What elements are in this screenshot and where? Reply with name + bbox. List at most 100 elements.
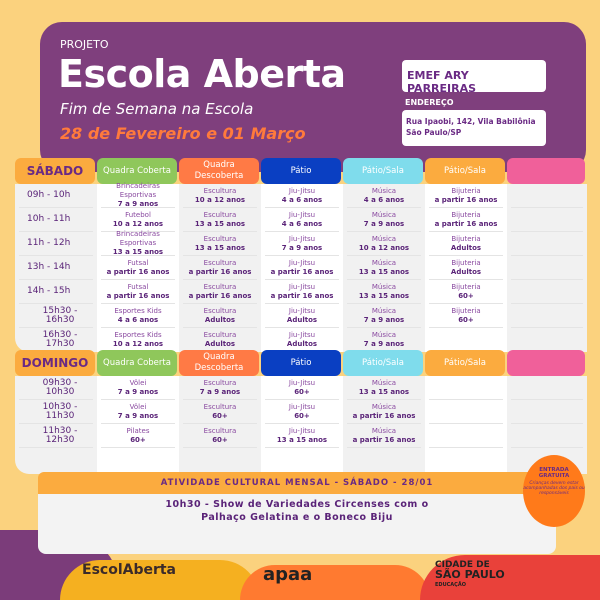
activity-name: Jiu-Jitsu	[288, 258, 316, 267]
activity-age: 7 a 9 anos	[363, 219, 405, 228]
activity-age: 10 a 12 anos	[358, 243, 410, 252]
activity-name: Jiu-Jitsu	[288, 426, 316, 435]
column-header-3: Pátio/Sala	[343, 350, 423, 376]
time-slot: 16h30 - 17h30	[19, 328, 93, 352]
activity-name: Jiu-Jitsu	[288, 210, 316, 219]
activity-age: Adultos	[204, 339, 236, 348]
activity-age: 13 a 15 anos	[276, 435, 328, 444]
activity-age: 60+	[458, 315, 474, 324]
time-slot: 10h30 - 11h30	[19, 400, 93, 424]
activity-age: 4 a 6 anos	[281, 219, 323, 228]
activity-name: Esportes Kids	[114, 330, 162, 339]
activity-cell: Pilates 60+	[101, 424, 175, 448]
activity-name: Futebol	[125, 210, 151, 219]
activity-age: 7 a 9 anos	[363, 339, 405, 348]
activity-age: 7 a 9 anos	[117, 411, 159, 420]
time-slot: 13h - 14h	[19, 256, 93, 280]
activity-cell: Música 7 a 9 anos	[347, 328, 421, 352]
column-header-5	[507, 350, 585, 376]
activity-cell	[429, 376, 503, 400]
activity-cell: Jiu-Jitsu Adultos	[265, 328, 339, 352]
address-line: Rua Ipaobi, 142, Vila Babilônia	[406, 117, 536, 126]
activity-age: 4 a 6 anos	[363, 195, 405, 204]
activity-cell: Música 13 a 15 anos	[347, 376, 421, 400]
activity-age: a partir 16 anos	[188, 267, 252, 276]
activity-age: a partir 16 anos	[106, 291, 170, 300]
activity-age: 10 a 12 anos	[194, 195, 246, 204]
activity-cell: Escultura 60+	[183, 424, 257, 448]
escola-aberta-logo: EscolAberta	[82, 562, 177, 578]
cultural-line: 10h30 - Show de Variedades Circenses com…	[165, 499, 429, 510]
activity-age: 13 a 15 anos	[194, 243, 246, 252]
activity-name: Escultura	[203, 210, 237, 219]
activity-cell: Música 13 a 15 anos	[347, 280, 421, 304]
activity-cell: Jiu-Jitsu 60+	[265, 400, 339, 424]
school-name: EMEF ARY PARREIRAS	[402, 60, 546, 95]
logo-text: EDUCAÇÃO	[435, 582, 466, 588]
page-title: Escola Aberta	[58, 52, 346, 96]
activity-name: Futsal	[127, 282, 149, 291]
activity-cell	[511, 376, 583, 400]
address: Rua Ipaobi, 142, Vila Babilônia São Paulo…	[402, 110, 546, 146]
activity-cell: Esportes Kids 4 a 6 anos	[101, 304, 175, 328]
activity-column: Escultura 10 a 12 anos Escultura 13 a 15 an…	[179, 184, 261, 352]
activity-name: Vôlei	[129, 378, 147, 387]
activity-name: Pilates	[126, 426, 150, 435]
activity-cell: Música 7 a 9 anos	[347, 304, 421, 328]
activity-age: a partir 16 anos	[270, 291, 334, 300]
column-header-2: Pátio	[261, 350, 341, 376]
activity-column: Música 13 a 15 anos Música a partir 16 anos…	[343, 376, 425, 474]
activity-cell: Jiu-Jitsu 4 a 6 anos	[265, 184, 339, 208]
logo-text: CIDADE DE	[435, 560, 490, 570]
badge-title: GRATUITA	[538, 473, 570, 479]
activity-cell: Bijuteria 60+	[429, 280, 503, 304]
day-label: DOMINGO	[15, 350, 95, 376]
column-header-1: Quadra Descoberta	[179, 158, 259, 184]
apaa-logo: apaa	[263, 564, 313, 585]
activity-age: 7 a 9 anos	[363, 315, 405, 324]
activity-name: Música	[371, 234, 397, 243]
activity-age: 13 a 15 anos	[112, 248, 164, 256]
activity-cell: Futsal a partir 16 anos	[101, 280, 175, 304]
activity-name: Escultura	[203, 378, 237, 387]
activity-cell: Jiu-Jitsu 60+	[265, 376, 339, 400]
activity-cell	[511, 304, 583, 328]
activity-name: Jiu-Jitsu	[288, 234, 316, 243]
activity-name: Música	[371, 402, 397, 411]
activity-cell: Escultura 10 a 12 anos	[183, 184, 257, 208]
free-entry-badge: ENTRADA GRATUITA Crianças devem estar ac…	[523, 455, 585, 527]
activity-column: Brincadeiras Esportivas 7 a 9 anos Futebol…	[97, 182, 179, 352]
activity-name: Jiu-Jitsu	[288, 282, 316, 291]
activity-cell: Jiu-Jitsu a partir 16 anos	[265, 256, 339, 280]
column-header-0: Quadra Coberta	[97, 158, 177, 184]
subtitle: Fim de Semana na Escola	[60, 100, 254, 118]
activity-cell: Música a partir 16 anos	[347, 400, 421, 424]
activity-name: Jiu-Jitsu	[288, 186, 316, 195]
activity-cell: Escultura 7 a 9 anos	[183, 376, 257, 400]
activity-cell: Escultura a partir 16 anos	[183, 256, 257, 280]
activity-cell: Jiu-Jitsu 13 a 15 anos	[265, 424, 339, 448]
activity-name: Brincadeiras Esportivas	[116, 230, 160, 247]
activity-cell: Bijuteria a partir 16 anos	[429, 184, 503, 208]
time-slot: 09h30 - 10h30	[19, 376, 93, 400]
column-header-5	[507, 158, 585, 184]
activity-age: a partir 16 anos	[352, 435, 416, 444]
activity-age: 60+	[130, 435, 146, 444]
activity-cell: Jiu-Jitsu Adultos	[265, 304, 339, 328]
time-slot: 11h - 12h	[19, 232, 93, 256]
activity-cell: Bijuteria 60+	[429, 304, 503, 328]
activity-cell: Futebol 10 a 12 anos	[101, 208, 175, 232]
activity-age: a partir 16 anos	[188, 291, 252, 300]
activity-name: Jiu-Jitsu	[288, 378, 316, 387]
decor-blob	[420, 555, 600, 600]
activity-age: 13 a 15 anos	[358, 267, 410, 276]
column-header-0: Quadra Coberta	[97, 350, 177, 376]
activity-name: Bijuteria	[451, 282, 481, 291]
activity-cell	[511, 424, 583, 448]
activity-name: Escultura	[203, 186, 237, 195]
activity-name: Música	[371, 330, 397, 339]
activity-age: Adultos	[286, 339, 318, 348]
decor-blob	[60, 560, 260, 600]
activity-name: Escultura	[203, 234, 237, 243]
activity-cell	[511, 232, 583, 256]
